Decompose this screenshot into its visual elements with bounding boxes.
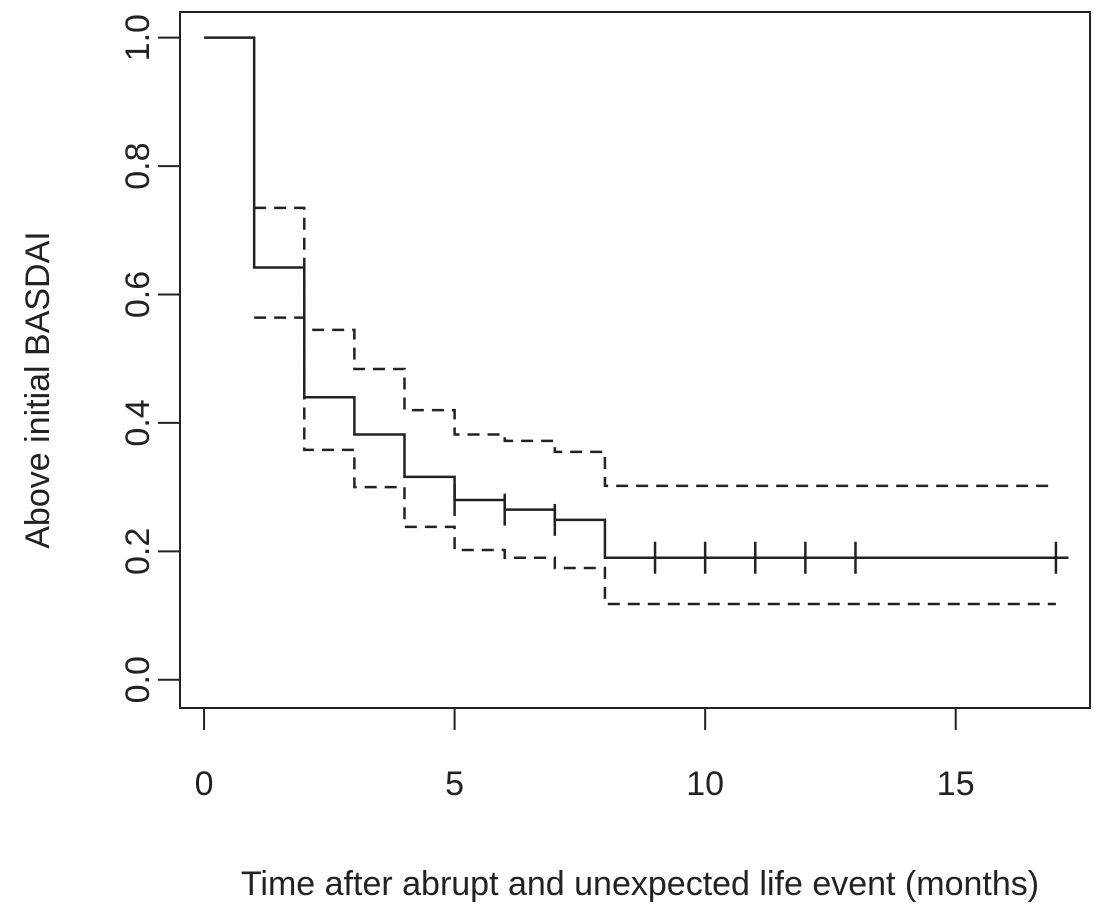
confidence-band-line [254,206,1056,488]
survival-curve [204,36,1069,560]
plot-frame [179,11,1091,709]
y-tick-label: 0.0 [119,656,157,703]
y-tick-label: 0.4 [119,399,157,446]
y-axis-label: Above initial BASDAI [19,231,57,549]
x-tick-label: 0 [195,765,214,803]
x-axis-label: Time after abrupt and unexpected life ev… [241,865,1039,903]
confidence-band-line [254,316,1056,606]
x-tick-label: 15 [937,765,975,803]
y-tick-label: 0.8 [119,142,157,189]
y-tick-label: 1.0 [119,14,157,61]
y-tick-label: 0.2 [119,528,157,575]
x-tick-label: 5 [445,765,464,803]
y-tick-label: 0.6 [119,271,157,318]
x-tick-label: 10 [686,765,724,803]
